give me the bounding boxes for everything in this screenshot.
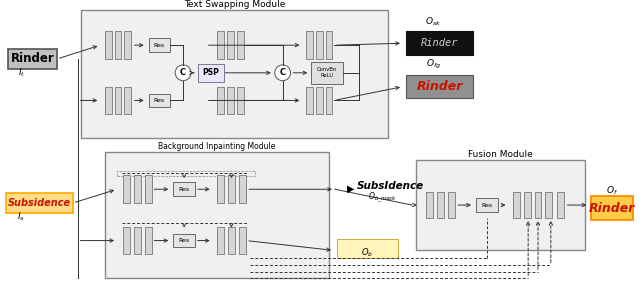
Text: Rinder: Rinder — [416, 80, 463, 93]
FancyBboxPatch shape — [337, 239, 398, 258]
Text: $O_{fg}$: $O_{fg}$ — [426, 58, 441, 72]
FancyBboxPatch shape — [115, 31, 122, 59]
FancyBboxPatch shape — [148, 38, 170, 52]
FancyBboxPatch shape — [81, 10, 388, 138]
FancyBboxPatch shape — [228, 175, 235, 203]
FancyBboxPatch shape — [148, 93, 170, 107]
FancyBboxPatch shape — [306, 87, 313, 114]
FancyBboxPatch shape — [306, 31, 313, 59]
FancyBboxPatch shape — [316, 87, 323, 114]
FancyBboxPatch shape — [448, 192, 454, 218]
FancyBboxPatch shape — [476, 198, 497, 212]
FancyBboxPatch shape — [437, 192, 444, 218]
FancyBboxPatch shape — [105, 31, 111, 59]
Text: Res: Res — [154, 43, 165, 48]
FancyBboxPatch shape — [406, 31, 473, 55]
Text: ▶: ▶ — [347, 184, 355, 194]
FancyBboxPatch shape — [173, 234, 195, 247]
FancyBboxPatch shape — [239, 227, 246, 254]
FancyBboxPatch shape — [228, 227, 235, 254]
FancyBboxPatch shape — [173, 182, 195, 196]
Circle shape — [275, 65, 291, 81]
FancyBboxPatch shape — [217, 31, 224, 59]
Text: PSP: PSP — [202, 68, 219, 77]
Text: Background Inpainting Module: Background Inpainting Module — [159, 142, 276, 151]
Text: Rinder: Rinder — [10, 52, 54, 65]
FancyBboxPatch shape — [124, 31, 131, 59]
FancyBboxPatch shape — [406, 75, 473, 98]
Text: $I_t$: $I_t$ — [18, 67, 25, 79]
Text: Fusion Module: Fusion Module — [468, 150, 533, 159]
FancyBboxPatch shape — [326, 87, 332, 114]
Text: $O_f$: $O_f$ — [606, 185, 618, 198]
FancyBboxPatch shape — [217, 87, 224, 114]
FancyBboxPatch shape — [311, 62, 343, 84]
FancyBboxPatch shape — [227, 31, 234, 59]
FancyBboxPatch shape — [198, 64, 223, 82]
Text: C: C — [180, 68, 186, 77]
FancyBboxPatch shape — [217, 175, 224, 203]
Text: Res: Res — [154, 98, 165, 103]
FancyBboxPatch shape — [416, 160, 586, 250]
FancyBboxPatch shape — [237, 87, 244, 114]
FancyBboxPatch shape — [239, 175, 246, 203]
FancyBboxPatch shape — [237, 31, 244, 59]
FancyBboxPatch shape — [124, 227, 131, 254]
FancyBboxPatch shape — [227, 87, 234, 114]
Text: Text Swapping Module: Text Swapping Module — [184, 0, 285, 9]
FancyBboxPatch shape — [326, 31, 332, 59]
FancyBboxPatch shape — [124, 87, 131, 114]
Text: $O_b$: $O_b$ — [362, 246, 374, 259]
FancyBboxPatch shape — [513, 192, 520, 218]
FancyBboxPatch shape — [524, 192, 531, 218]
FancyBboxPatch shape — [426, 192, 433, 218]
FancyBboxPatch shape — [134, 227, 141, 254]
FancyBboxPatch shape — [545, 192, 552, 218]
Text: SubsIdence: SubsIdence — [356, 181, 424, 191]
Circle shape — [175, 65, 191, 81]
FancyBboxPatch shape — [591, 196, 633, 220]
FancyBboxPatch shape — [316, 31, 323, 59]
FancyBboxPatch shape — [145, 175, 152, 203]
Text: Res: Res — [481, 203, 492, 207]
Text: Rinder: Rinder — [589, 201, 635, 215]
Text: Res: Res — [179, 187, 189, 192]
FancyBboxPatch shape — [534, 192, 541, 218]
FancyBboxPatch shape — [124, 175, 131, 203]
FancyBboxPatch shape — [6, 193, 73, 213]
FancyBboxPatch shape — [105, 152, 329, 278]
FancyBboxPatch shape — [105, 87, 111, 114]
FancyBboxPatch shape — [217, 227, 224, 254]
FancyBboxPatch shape — [557, 192, 564, 218]
FancyBboxPatch shape — [145, 227, 152, 254]
Text: Res: Res — [179, 238, 189, 243]
Text: $I_s$: $I_s$ — [17, 211, 26, 223]
FancyBboxPatch shape — [134, 175, 141, 203]
Text: Subsidence: Subsidence — [8, 198, 70, 208]
FancyBboxPatch shape — [115, 87, 122, 114]
Text: C: C — [280, 68, 285, 77]
Text: Rinder: Rinder — [420, 38, 458, 48]
FancyBboxPatch shape — [8, 49, 57, 69]
Text: $O_{b\_mask}$: $O_{b\_mask}$ — [369, 191, 397, 205]
Text: $O_{sk}$: $O_{sk}$ — [426, 15, 442, 28]
Text: ConvBn
ReLU: ConvBn ReLU — [317, 67, 337, 78]
